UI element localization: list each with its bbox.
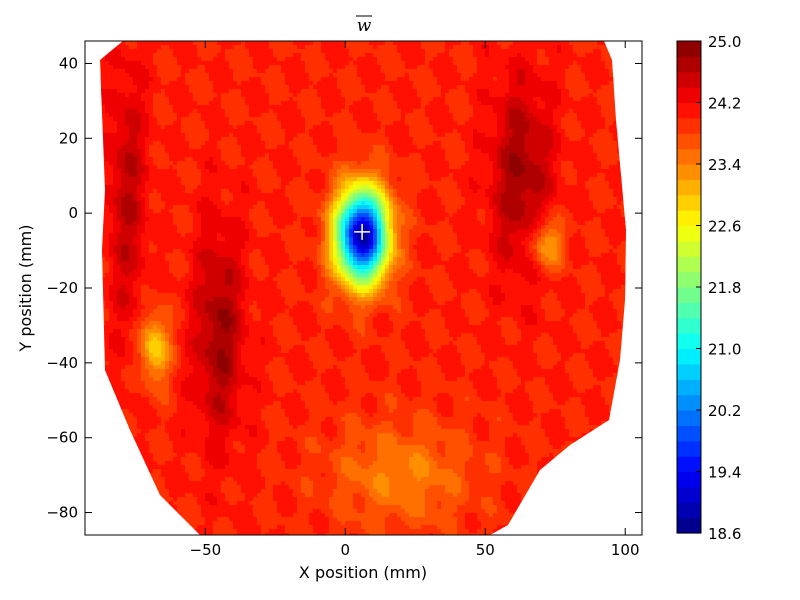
colorbar-band — [677, 287, 701, 303]
colorbar-band — [677, 117, 701, 134]
x-tick-label: 100 — [611, 541, 640, 559]
colorbar-band — [677, 41, 701, 57]
colorbar-band — [677, 133, 701, 150]
y-axis-label: Y position (mm) — [16, 225, 35, 353]
y-tick-label: −20 — [46, 279, 78, 297]
colorbar-band — [677, 256, 701, 273]
colorbar-band — [677, 333, 701, 350]
colorbar-band — [677, 71, 701, 88]
center-marker — [354, 223, 371, 240]
y-axis: 40 20 0 −20 −40 −60 −80 — [46, 54, 642, 522]
x-axis: −50 0 50 100 — [190, 41, 640, 559]
colorbar-band — [677, 517, 701, 534]
colorbar-band — [677, 148, 701, 165]
x-tick-label: −50 — [190, 541, 222, 559]
plot-area: −50 0 50 100 40 20 0 −20 −40 −60 −80 — [46, 40, 643, 559]
x-tick-label: 50 — [476, 541, 495, 559]
colorbar-band — [677, 440, 701, 457]
colorbar-band — [677, 210, 701, 227]
colorbar-tick-label: 23.4 — [708, 156, 741, 174]
colorbar-tick-label: 22.6 — [708, 218, 741, 236]
chart-title-text: w — [357, 16, 372, 36]
colorbar-tick-label: 21.0 — [708, 341, 741, 359]
x-tick-label: 0 — [341, 541, 351, 559]
colorbar-band — [677, 394, 701, 411]
colorbar-tick-label: 24.2 — [708, 95, 741, 113]
colorbar-band — [677, 240, 701, 257]
colorbar-band — [677, 179, 701, 196]
colorbar-ticks: 25.0 24.2 23.4 22.6 21.8 21.0 20.2 19.4 18.6 — [696, 33, 741, 543]
colorbar-band — [677, 271, 701, 288]
y-tick-label: −40 — [46, 354, 78, 372]
contour-cells — [100, 41, 626, 535]
colorbar-band — [677, 456, 701, 473]
colorbar-band — [677, 102, 701, 119]
colorbar-band — [677, 194, 701, 211]
colorbar-band — [677, 348, 701, 365]
colorbar-tick-label: 25.0 — [708, 33, 741, 51]
colorbar-tick-label: 21.8 — [708, 279, 741, 297]
chart-title: w — [356, 15, 372, 36]
colorbar-band — [677, 87, 701, 104]
x-axis-label: X position (mm) — [299, 563, 427, 582]
y-tick-label: 40 — [59, 54, 78, 72]
colorbar-band — [677, 410, 701, 426]
colorbar-band — [677, 471, 701, 488]
colorbar-band — [677, 379, 701, 396]
colorbar-tick-label: 20.2 — [708, 402, 741, 420]
colorbar: 25.0 24.2 23.4 22.6 21.8 21.0 20.2 19.4 18.6 — [676, 33, 741, 543]
y-tick-label: −60 — [46, 429, 78, 447]
colorbar-band — [677, 502, 701, 519]
colorbar-tick-label: 18.6 — [708, 525, 741, 543]
colorbar-band — [677, 164, 701, 180]
colorbar-band — [677, 317, 701, 334]
contour-field — [100, 41, 626, 535]
y-tick-label: −80 — [46, 504, 78, 522]
y-tick-label: 20 — [59, 129, 78, 147]
colorbar-band — [677, 486, 701, 503]
colorbar-band — [677, 425, 701, 442]
colorbar-bands — [677, 41, 701, 534]
colorbar-band — [677, 302, 701, 319]
y-tick-label: 0 — [68, 204, 78, 222]
colorbar-band — [677, 225, 701, 242]
colorbar-tick-label: 19.4 — [708, 464, 741, 482]
colorbar-band — [677, 56, 701, 73]
colorbar-band — [677, 363, 701, 380]
